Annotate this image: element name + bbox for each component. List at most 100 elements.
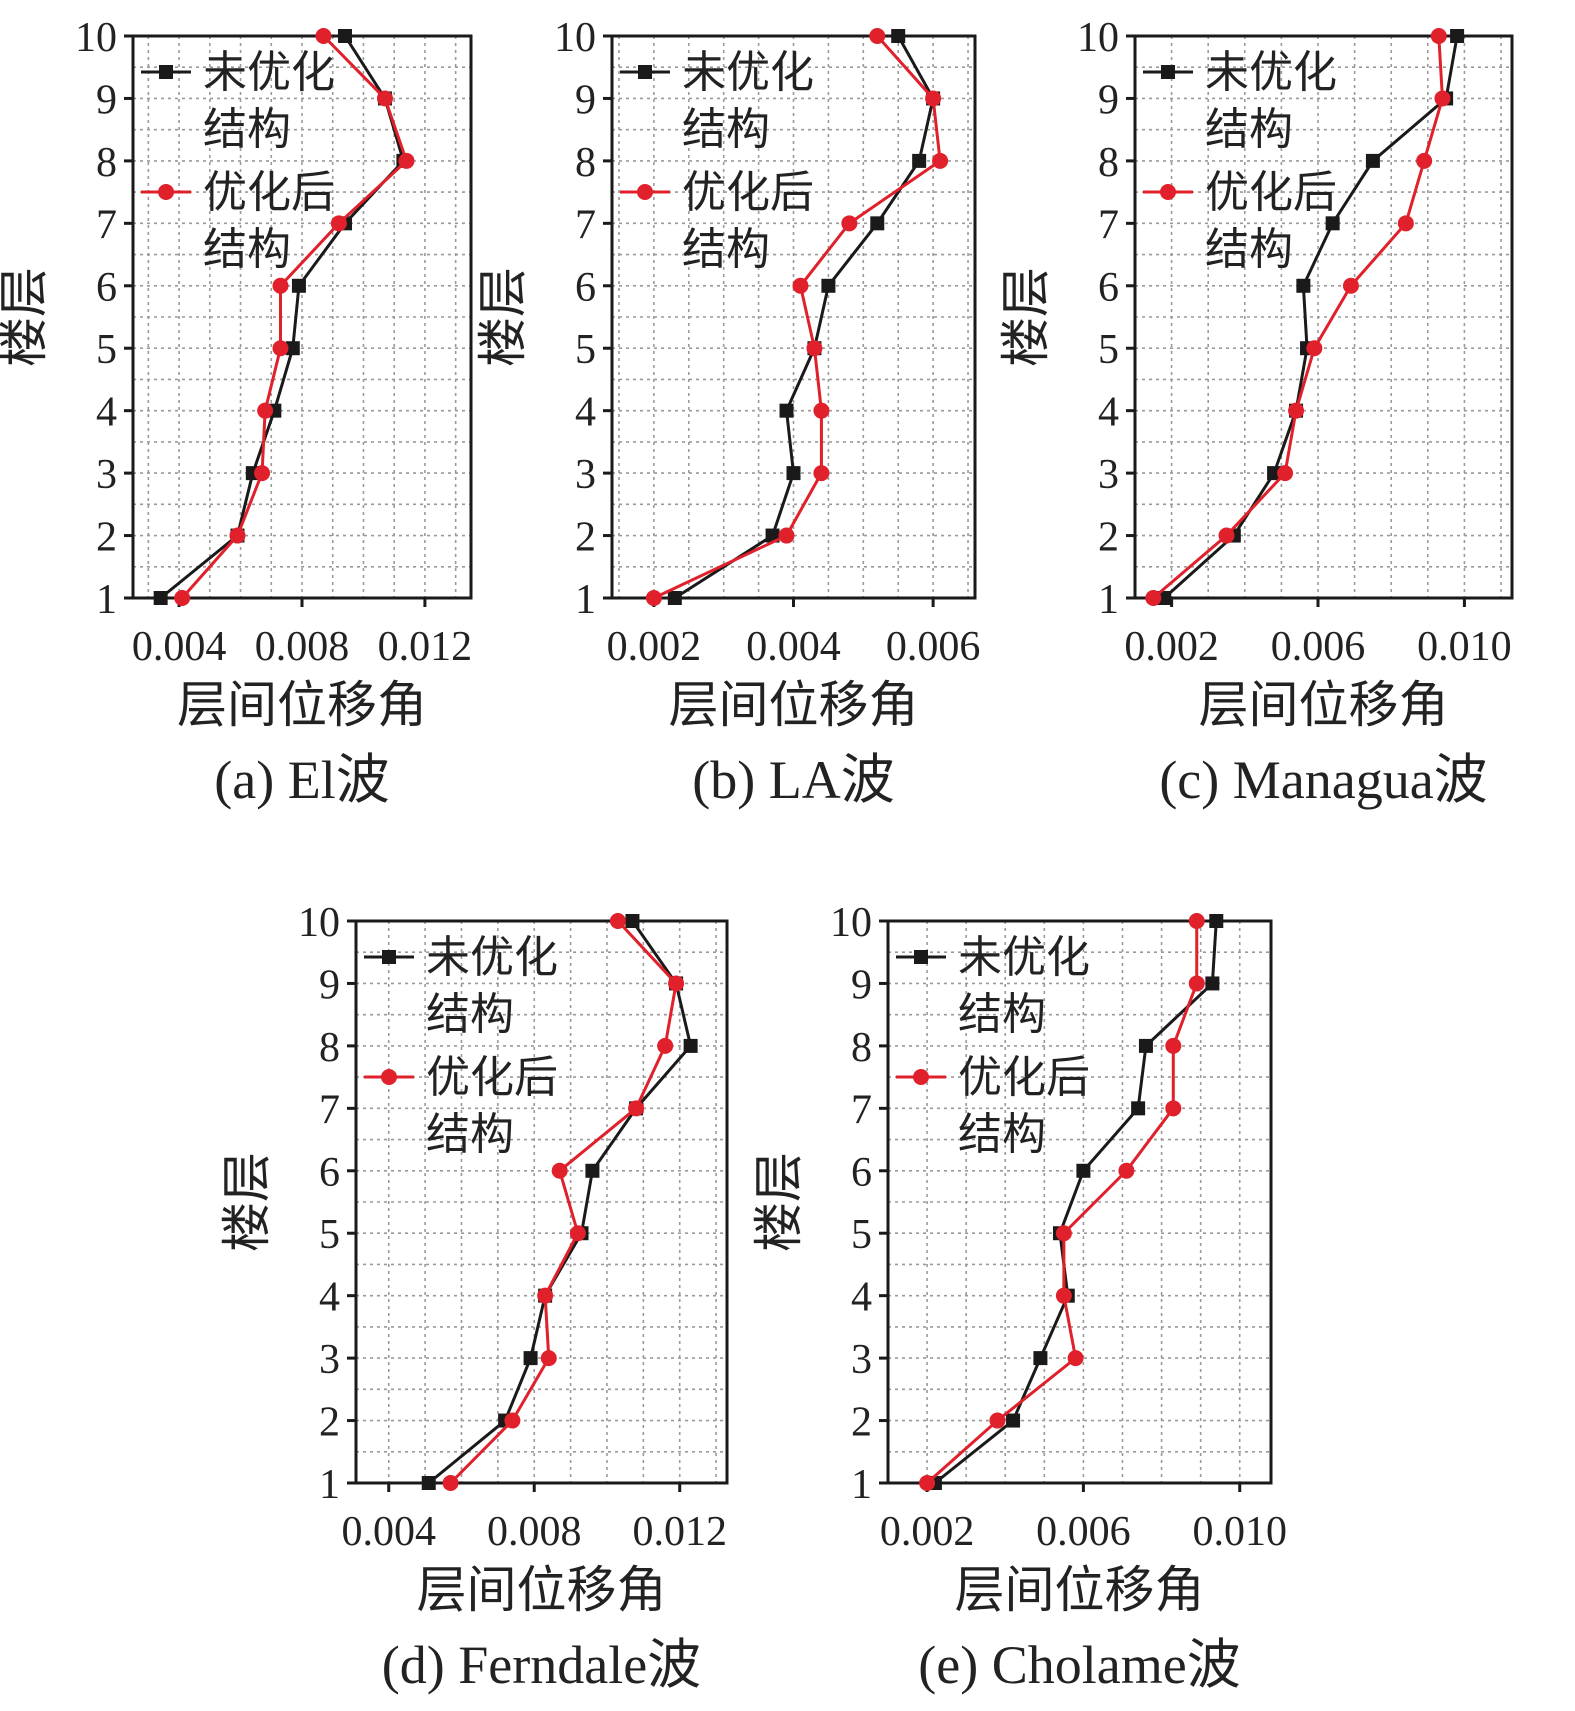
y-tick-label: 1 xyxy=(575,577,596,623)
data-point xyxy=(1067,1350,1084,1367)
grid xyxy=(133,36,471,598)
data-point xyxy=(1165,1100,1182,1117)
x-axis-label: 层间位移角 xyxy=(955,1562,1205,1618)
y-tick-label: 3 xyxy=(1098,452,1119,498)
y-axis-label: 楼层 xyxy=(751,1152,807,1252)
series-optimized xyxy=(919,913,1205,1491)
data-point xyxy=(398,152,415,169)
x-axis-label: 层间位移角 xyxy=(417,1562,667,1618)
y-tick-label: 7 xyxy=(575,202,596,248)
legend-marker xyxy=(1160,184,1176,200)
chart-panel-a: 1 2 3 4 5 6 7 8 9 10 0.004 0.008 0.012 层间位移角 楼层 (a) El波… xyxy=(0,15,473,810)
series-line xyxy=(653,35,942,600)
legend-marker xyxy=(382,950,396,964)
chart-caption: (b) LA波 xyxy=(692,750,894,810)
y-tick-label: 4 xyxy=(1098,390,1119,436)
series-optimized xyxy=(1145,28,1451,606)
data-point xyxy=(174,590,191,606)
y-tick-label: 10 xyxy=(554,15,596,61)
y-tick-label: 1 xyxy=(1098,577,1119,623)
data-point xyxy=(609,913,626,929)
legend-label: 优化后结构 xyxy=(426,1053,558,1159)
y-tick-label: 4 xyxy=(319,1275,340,1321)
data-point xyxy=(1145,590,1162,606)
grid xyxy=(1135,36,1512,598)
legend-marker xyxy=(638,65,652,79)
data-point xyxy=(1138,1038,1153,1053)
y-tick-label: 9 xyxy=(319,962,340,1008)
y-axis-label: 楼层 xyxy=(219,1152,275,1252)
data-point xyxy=(1434,90,1451,107)
y-tick-label: 1 xyxy=(851,1462,872,1508)
data-point xyxy=(421,1476,436,1490)
data-point xyxy=(989,1412,1006,1429)
y-tick-label: 3 xyxy=(851,1337,872,1383)
y-tick-label: 8 xyxy=(1098,140,1119,186)
x-tick-label: 0.002 xyxy=(607,624,702,670)
chart-panel-c: 1 2 3 4 5 6 7 8 9 10 0.002 0.006 0.010 层间位移角 楼层 (c) Man… xyxy=(998,15,1514,810)
x-tick-label: 0.006 xyxy=(1271,624,1366,670)
data-point xyxy=(821,278,836,293)
y-tick-label: 5 xyxy=(319,1212,340,1258)
x-tick-label: 0.004 xyxy=(746,624,841,670)
data-point xyxy=(625,914,640,928)
series-optimized xyxy=(645,28,949,606)
data-point xyxy=(1131,1101,1146,1116)
y-tick-label: 1 xyxy=(319,1462,340,1508)
series-unoptimized xyxy=(927,914,1224,1490)
data-point xyxy=(841,215,858,232)
data-point xyxy=(668,975,685,992)
legend-marker xyxy=(381,1069,397,1085)
data-point xyxy=(1205,976,1220,991)
data-point xyxy=(792,277,809,294)
x-tick-label: 0.010 xyxy=(1192,1509,1287,1555)
data-point xyxy=(338,29,353,43)
x-tick-label: 0.002 xyxy=(1124,624,1219,670)
data-point xyxy=(1006,1413,1021,1428)
data-point xyxy=(291,278,306,293)
legend-label: 优化后结构 xyxy=(958,1053,1090,1159)
data-point xyxy=(1365,153,1380,168)
legend-marker xyxy=(158,184,174,200)
y-axis-label: 楼层 xyxy=(475,267,531,367)
data-point xyxy=(1277,465,1294,482)
x-tick-label: 0.008 xyxy=(255,624,350,670)
data-point xyxy=(1288,402,1305,419)
data-point xyxy=(645,590,662,606)
data-point xyxy=(1325,216,1340,231)
y-axis-label: 楼层 xyxy=(998,267,1054,367)
y-tick-label: 8 xyxy=(851,1025,872,1071)
y-tick-label: 5 xyxy=(1098,327,1119,373)
y-tick-label: 9 xyxy=(1098,77,1119,123)
legend-label: 优化后结构 xyxy=(203,168,335,274)
data-point xyxy=(330,215,347,232)
data-point xyxy=(869,28,886,44)
data-point xyxy=(257,402,274,419)
y-tick-label: 3 xyxy=(96,452,117,498)
series-line xyxy=(181,34,409,599)
x-tick-label: 0.012 xyxy=(378,624,473,670)
y-tick-label: 4 xyxy=(575,390,596,436)
chart-panel-d: 1 2 3 4 5 6 7 8 9 10 0.004 0.008 0.012 层间位移角 楼层 (d) Fer… xyxy=(219,900,729,1695)
data-point xyxy=(1218,527,1235,544)
series-line xyxy=(427,920,693,1485)
y-tick-label: 2 xyxy=(319,1400,340,1446)
data-point xyxy=(537,1287,554,1304)
x-axis-label: 层间位移角 xyxy=(1199,677,1449,733)
y-axis-label: 楼层 xyxy=(0,267,52,367)
data-point xyxy=(551,1162,568,1179)
data-point xyxy=(1076,1163,1091,1178)
y-tick-label: 9 xyxy=(851,962,872,1008)
plot-frame xyxy=(1133,34,1514,600)
plot-frame xyxy=(886,919,1273,1485)
data-point xyxy=(376,90,393,107)
data-point xyxy=(315,28,332,44)
chart-caption: (d) Ferndale波 xyxy=(382,1635,701,1695)
data-point xyxy=(1033,1351,1048,1366)
chart-panel-b: 1 2 3 4 5 6 7 8 9 10 0.002 0.004 0.006 层间位移角 楼层 (b) LA波… xyxy=(475,15,980,810)
data-point xyxy=(153,591,168,605)
y-tick-label: 7 xyxy=(1098,202,1119,248)
data-point xyxy=(1306,340,1323,357)
